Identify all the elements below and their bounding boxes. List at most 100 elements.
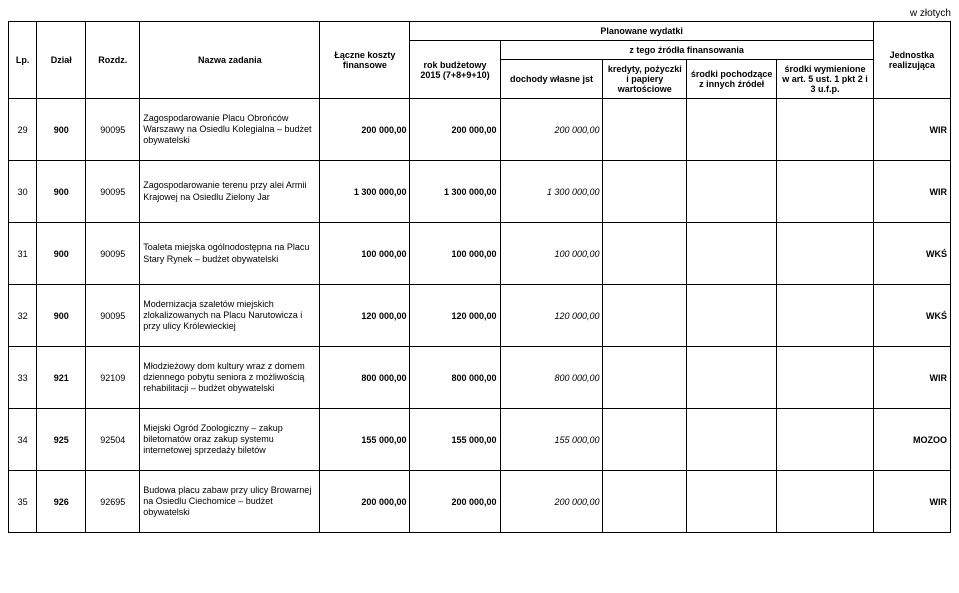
cell-jednostka: WIR: [873, 347, 950, 409]
cell-srodki-wymienione: [777, 409, 874, 471]
cell-rok: 1 300 000,00: [410, 161, 500, 223]
cell-kredyty: [603, 409, 687, 471]
table-row: 3592692695Budowa placu zabaw przy ulicy …: [9, 471, 951, 533]
cell-jednostka: WIR: [873, 99, 950, 161]
cell-rozdz: 92109: [86, 347, 140, 409]
cell-kredyty: [603, 223, 687, 285]
cell-srodki-pochodzace: [687, 161, 777, 223]
table-body: 2990090095Zagospodarowanie Placu Obrońcó…: [9, 99, 951, 533]
cell-dochody: 155 000,00: [500, 409, 603, 471]
cell-srodki-wymienione: [777, 347, 874, 409]
cell-dzial: 926: [37, 471, 86, 533]
cell-nazwa: Budowa placu zabaw przy ulicy Browarnej …: [140, 471, 320, 533]
cell-srodki-wymienione: [777, 471, 874, 533]
cell-lp: 34: [9, 409, 37, 471]
cell-nazwa: Młodzieżowy dom kultury wraz z domem dzi…: [140, 347, 320, 409]
header-nazwa: Nazwa zadania: [140, 22, 320, 99]
cell-jednostka: MOZOO: [873, 409, 950, 471]
cell-koszty: 120 000,00: [320, 285, 410, 347]
table-header: Lp. Dział Rozdz. Nazwa zadania Łączne ko…: [9, 22, 951, 99]
cell-dzial: 925: [37, 409, 86, 471]
cell-srodki-wymienione: [777, 99, 874, 161]
header-planowane: Planowane wydatki: [410, 22, 873, 41]
cell-nazwa: Miejski Ogród Zoologiczny – zakup bileto…: [140, 409, 320, 471]
cell-dzial: 921: [37, 347, 86, 409]
cell-jednostka: WKŚ: [873, 285, 950, 347]
cell-koszty: 200 000,00: [320, 471, 410, 533]
cell-jednostka: WIR: [873, 161, 950, 223]
cell-kredyty: [603, 471, 687, 533]
cell-rozdz: 90095: [86, 285, 140, 347]
table-row: 3190090095Toaleta miejska ogólnodostępna…: [9, 223, 951, 285]
header-dzial: Dział: [37, 22, 86, 99]
cell-rok: 100 000,00: [410, 223, 500, 285]
table-row: 2990090095Zagospodarowanie Placu Obrońcó…: [9, 99, 951, 161]
currency-note: w złotych: [8, 8, 951, 19]
cell-dochody: 200 000,00: [500, 99, 603, 161]
header-dochody: dochody własne jst: [500, 60, 603, 99]
cell-rok: 200 000,00: [410, 471, 500, 533]
header-lp: Lp.: [9, 22, 37, 99]
cell-rozdz: 92695: [86, 471, 140, 533]
header-jednostka: Jednostka realizująca: [873, 22, 950, 99]
table-row: 3090090095Zagospodarowanie terenu przy a…: [9, 161, 951, 223]
cell-koszty: 200 000,00: [320, 99, 410, 161]
cell-srodki-wymienione: [777, 285, 874, 347]
table-row: 3492592504Miejski Ogród Zoologiczny – za…: [9, 409, 951, 471]
cell-rozdz: 90095: [86, 99, 140, 161]
cell-dzial: 900: [37, 161, 86, 223]
cell-srodki-wymienione: [777, 161, 874, 223]
header-srodki-wymienione: środki wymienione w art. 5 ust. 1 pkt 2 …: [777, 60, 874, 99]
cell-srodki-pochodzace: [687, 223, 777, 285]
table-row: 3392192109Młodzieżowy dom kultury wraz z…: [9, 347, 951, 409]
cell-srodki-pochodzace: [687, 99, 777, 161]
cell-rok: 800 000,00: [410, 347, 500, 409]
header-rozdz: Rozdz.: [86, 22, 140, 99]
cell-dochody: 200 000,00: [500, 471, 603, 533]
header-rok: rok budżetowy 2015 (7+8+9+10): [410, 41, 500, 99]
cell-dochody: 800 000,00: [500, 347, 603, 409]
cell-koszty: 155 000,00: [320, 409, 410, 471]
cell-jednostka: WKŚ: [873, 223, 950, 285]
cell-lp: 33: [9, 347, 37, 409]
cell-dochody: 1 300 000,00: [500, 161, 603, 223]
table-row: 3290090095Modernizacja szaletów miejskic…: [9, 285, 951, 347]
cell-dzial: 900: [37, 223, 86, 285]
cell-koszty: 100 000,00: [320, 223, 410, 285]
cell-lp: 30: [9, 161, 37, 223]
cell-lp: 35: [9, 471, 37, 533]
cell-kredyty: [603, 347, 687, 409]
cell-rozdz: 92504: [86, 409, 140, 471]
cell-dochody: 120 000,00: [500, 285, 603, 347]
cell-koszty: 800 000,00: [320, 347, 410, 409]
cell-nazwa: Zagospodarowanie Placu Obrońców Warszawy…: [140, 99, 320, 161]
cell-kredyty: [603, 285, 687, 347]
cell-nazwa: Zagospodarowanie terenu przy alei Armii …: [140, 161, 320, 223]
cell-srodki-pochodzace: [687, 285, 777, 347]
cell-rok: 155 000,00: [410, 409, 500, 471]
header-ztego: z tego źródła finansowania: [500, 41, 873, 60]
cell-srodki-pochodzace: [687, 471, 777, 533]
budget-table: Lp. Dział Rozdz. Nazwa zadania Łączne ko…: [8, 21, 951, 533]
cell-jednostka: WIR: [873, 471, 950, 533]
cell-lp: 32: [9, 285, 37, 347]
cell-srodki-pochodzace: [687, 347, 777, 409]
cell-rok: 200 000,00: [410, 99, 500, 161]
cell-kredyty: [603, 161, 687, 223]
cell-kredyty: [603, 99, 687, 161]
cell-dochody: 100 000,00: [500, 223, 603, 285]
cell-lp: 29: [9, 99, 37, 161]
cell-dzial: 900: [37, 99, 86, 161]
cell-dzial: 900: [37, 285, 86, 347]
cell-rozdz: 90095: [86, 161, 140, 223]
cell-srodki-pochodzace: [687, 409, 777, 471]
header-kredyty: kredyty, pożyczki i papiery wartościowe: [603, 60, 687, 99]
cell-lp: 31: [9, 223, 37, 285]
cell-rozdz: 90095: [86, 223, 140, 285]
cell-srodki-wymienione: [777, 223, 874, 285]
cell-nazwa: Toaleta miejska ogólnodostępna na Placu …: [140, 223, 320, 285]
cell-nazwa: Modernizacja szaletów miejskich zlokaliz…: [140, 285, 320, 347]
header-srodki-pochodzace: środki pochodzące z innych źródeł: [687, 60, 777, 99]
cell-rok: 120 000,00: [410, 285, 500, 347]
header-koszty: Łączne koszty finansowe: [320, 22, 410, 99]
